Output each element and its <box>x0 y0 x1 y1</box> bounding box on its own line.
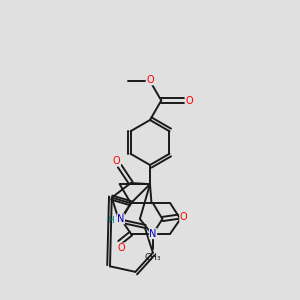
Text: CH₃: CH₃ <box>145 253 161 262</box>
Text: O: O <box>180 212 187 222</box>
Text: O: O <box>146 75 154 85</box>
Text: O: O <box>113 156 120 166</box>
Text: H: H <box>107 216 114 225</box>
Text: N: N <box>117 214 124 224</box>
Text: O: O <box>117 243 125 253</box>
Text: O: O <box>185 95 193 106</box>
Text: N: N <box>149 229 157 238</box>
